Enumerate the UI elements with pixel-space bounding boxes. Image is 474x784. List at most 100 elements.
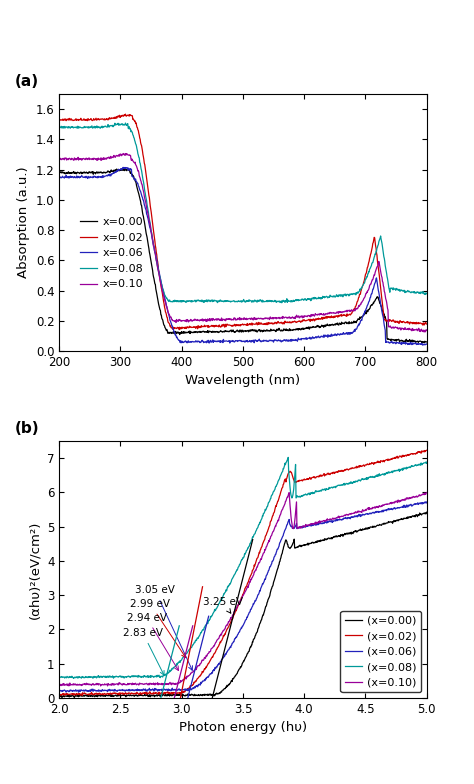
x=0.02 — [123, 110, 128, 119]
x=0.02 — [292, 317, 297, 326]
(x=0.00) — [79, 691, 85, 701]
(x=0.08) — [285, 452, 291, 462]
x=0.08 — [280, 296, 286, 305]
x=0.10 — [291, 314, 297, 323]
(x=0.02) — [79, 689, 85, 699]
(x=0.10) — [336, 511, 342, 521]
Line: (x=0.00): (x=0.00) — [59, 512, 427, 698]
Text: (b): (b) — [15, 421, 40, 436]
X-axis label: Photon energy (hυ): Photon energy (hυ) — [179, 721, 307, 734]
x=0.10 — [280, 312, 285, 321]
(x=0.06) — [336, 515, 341, 524]
Line: x=0.02: x=0.02 — [59, 114, 427, 330]
Line: x=0.08: x=0.08 — [59, 123, 427, 303]
(x=0.06) — [280, 532, 285, 541]
x=0.08 — [424, 289, 429, 298]
Line: x=0.06: x=0.06 — [59, 167, 427, 345]
(x=0.08) — [292, 477, 297, 487]
x=0.08 — [336, 290, 342, 299]
x=0.00 — [291, 325, 297, 334]
x=0.10 — [120, 149, 126, 158]
(x=0.08) — [79, 673, 85, 682]
(x=0.02) — [270, 511, 276, 521]
(x=0.00) — [59, 693, 65, 702]
x=0.06 — [291, 336, 297, 345]
(x=0.08) — [374, 471, 379, 481]
x=0.00 — [280, 325, 285, 335]
x=0.02 — [424, 319, 429, 328]
Text: 2.94 eV: 2.94 eV — [127, 612, 179, 670]
x=0.00 — [424, 337, 429, 347]
(x=0.08) — [270, 488, 276, 497]
(x=0.00) — [270, 580, 276, 590]
x=0.00 — [79, 169, 85, 179]
(x=0.00) — [424, 507, 429, 517]
x=0.06 — [336, 329, 341, 339]
Y-axis label: Absorption (a.u.): Absorption (a.u.) — [17, 167, 30, 278]
x=0.08 — [292, 296, 297, 305]
(x=0.02) — [336, 466, 341, 476]
Legend: x=0.00, x=0.02, x=0.06, x=0.08, x=0.10: x=0.00, x=0.02, x=0.06, x=0.08, x=0.10 — [76, 212, 148, 294]
(x=0.10) — [374, 503, 379, 512]
x=0.06 — [419, 340, 425, 350]
(x=0.06) — [270, 556, 276, 565]
x=0.06 — [56, 172, 62, 182]
(x=0.08) — [71, 673, 76, 683]
Text: 2.99 eV: 2.99 eV — [130, 599, 186, 658]
Text: (a): (a) — [15, 74, 39, 89]
Line: x=0.10: x=0.10 — [59, 154, 427, 332]
(x=0.10) — [56, 680, 62, 689]
(x=0.06) — [56, 686, 62, 695]
(x=0.10) — [424, 488, 429, 497]
(x=0.02) — [373, 458, 379, 467]
x=0.08 — [270, 296, 276, 306]
(x=0.10) — [79, 681, 85, 690]
(x=0.06) — [423, 497, 429, 506]
x=0.08 — [374, 247, 379, 256]
(x=0.02) — [424, 445, 429, 455]
x=0.10 — [79, 155, 85, 165]
(x=0.02) — [56, 689, 62, 699]
x=0.02 — [271, 318, 276, 328]
x=0.10 — [56, 154, 62, 164]
(x=0.06) — [79, 686, 85, 695]
x=0.06 — [120, 162, 126, 172]
(x=0.08) — [280, 466, 285, 476]
(x=0.10) — [98, 681, 103, 691]
(x=0.08) — [424, 459, 429, 468]
x=0.00 — [118, 164, 124, 173]
x=0.02 — [336, 312, 342, 321]
(x=0.02) — [280, 482, 285, 492]
x=0.08 — [123, 118, 128, 128]
x=0.00 — [336, 320, 341, 329]
x=0.08 — [79, 123, 85, 132]
x=0.02 — [79, 115, 85, 125]
Line: (x=0.10): (x=0.10) — [59, 492, 427, 686]
Line: (x=0.02): (x=0.02) — [59, 450, 427, 695]
x=0.00 — [270, 325, 276, 335]
(x=0.02) — [291, 475, 297, 485]
(x=0.00) — [291, 537, 297, 546]
Line: x=0.00: x=0.00 — [59, 169, 427, 343]
Legend: (x=0.00), (x=0.02), (x=0.06), (x=0.08), (x=0.10): (x=0.00), (x=0.02), (x=0.06), (x=0.08), … — [340, 611, 421, 692]
x=0.06 — [373, 274, 379, 284]
x=0.10 — [422, 327, 428, 336]
(x=0.06) — [76, 688, 82, 697]
Y-axis label: (αhυ)²(eV/cm²): (αhυ)²(eV/cm²) — [28, 520, 41, 619]
(x=0.06) — [373, 508, 379, 517]
(x=0.08) — [56, 673, 62, 682]
x=0.06 — [280, 336, 285, 346]
(x=0.00) — [280, 546, 285, 555]
x=0.00 — [56, 168, 62, 177]
Line: (x=0.06): (x=0.06) — [59, 502, 427, 692]
x=0.10 — [270, 314, 276, 324]
x=0.02 — [280, 318, 286, 327]
x=0.06 — [424, 339, 429, 349]
X-axis label: Wavelength (nm): Wavelength (nm) — [185, 375, 301, 387]
x=0.08 — [56, 123, 62, 132]
x=0.02 — [374, 249, 379, 258]
x=0.00 — [373, 294, 379, 303]
x=0.10 — [424, 326, 429, 336]
(x=0.06) — [424, 498, 429, 507]
(x=0.00) — [56, 691, 62, 701]
